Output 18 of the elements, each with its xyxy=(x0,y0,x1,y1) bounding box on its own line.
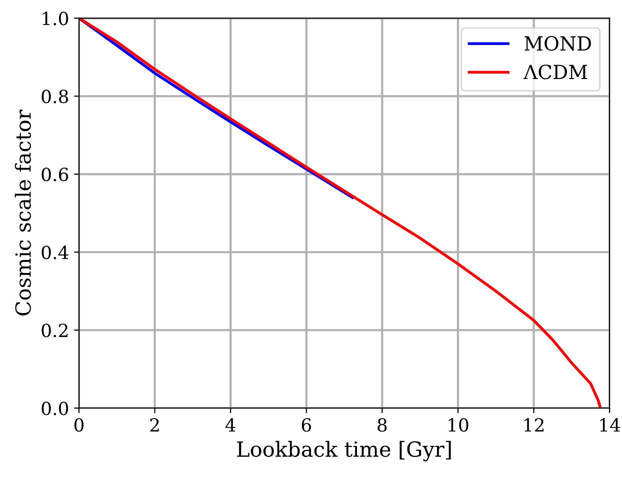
x-tick-label: 2 xyxy=(150,418,159,432)
x-tick-label: 12 xyxy=(524,418,544,432)
x-tick-label: 10 xyxy=(448,418,468,432)
y-tick-label: 0.0 xyxy=(42,402,68,416)
y-tick-label: 0.6 xyxy=(42,168,68,182)
x-tick-label: 14 xyxy=(600,418,620,432)
y-tick-label: 0.4 xyxy=(42,246,68,260)
y-tick-label: 1.0 xyxy=(42,12,68,26)
x-axis-title: Lookback time [Gyr] xyxy=(237,440,451,462)
x-tick-label: 0 xyxy=(74,418,84,432)
legend-label: ΛCDM xyxy=(523,64,588,80)
x-tick-label: 8 xyxy=(378,418,387,432)
x-tick-label: 6 xyxy=(302,418,311,432)
y-tick-label: 0.8 xyxy=(42,90,68,104)
legend-label: MOND xyxy=(524,36,591,51)
y-axis-title: Cosmic scale factor xyxy=(14,110,31,316)
y-tick-label: 0.2 xyxy=(42,324,68,338)
x-tick-label: 4 xyxy=(225,418,236,432)
